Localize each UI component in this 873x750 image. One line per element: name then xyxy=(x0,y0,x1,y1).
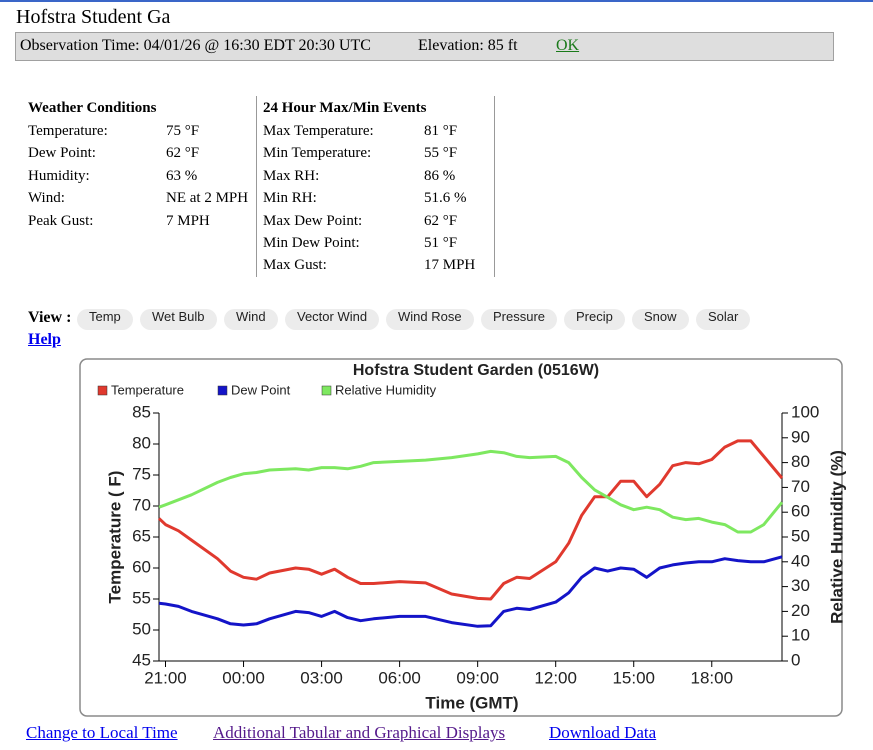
observation-time: Observation Time: 04/01/26 @ 16:30 EDT 2… xyxy=(20,37,371,54)
event-label: Min RH: xyxy=(263,190,317,207)
footer-link[interactable]: Download Data xyxy=(549,723,657,742)
view-label: View : xyxy=(28,309,72,326)
y-tick-label: 70 xyxy=(132,495,151,514)
legend-label: Dew Point xyxy=(231,382,291,397)
condition-value: 63 % xyxy=(166,167,198,184)
x-tick-label: 06:00 xyxy=(378,668,421,687)
x-tick-label: 03:00 xyxy=(300,668,343,687)
y2-tick-label: 100 xyxy=(791,402,819,421)
x-tick-label: 09:00 xyxy=(456,668,499,687)
conditions-heading: Weather Conditions xyxy=(28,100,157,116)
chart-title: Hofstra Student Garden (0516W) xyxy=(353,362,599,379)
view-button[interactable]: Wind Rose xyxy=(386,309,474,330)
legend-swatch xyxy=(321,385,332,396)
view-button[interactable]: Vector Wind xyxy=(285,309,380,330)
y-tick-label: 85 xyxy=(132,402,151,421)
event-label: Min Temperature: xyxy=(263,145,372,162)
y-tick-label: 55 xyxy=(132,588,151,607)
event-label: Max Gust: xyxy=(263,257,327,274)
y2-tick-label: 80 xyxy=(791,452,810,471)
y-tick-label: 50 xyxy=(132,619,151,638)
condition-label: Temperature: xyxy=(28,123,108,139)
event-label: Min Dew Point: xyxy=(263,235,360,251)
x-tick-label: 18:00 xyxy=(690,668,733,687)
legend-label: Temperature xyxy=(111,382,184,397)
ok-link[interactable]: OK xyxy=(556,37,580,54)
y2-axis-title: Relative Humidity (%) xyxy=(827,450,846,624)
y-tick-label: 80 xyxy=(132,433,151,452)
y2-tick-label: 50 xyxy=(791,526,810,545)
footer-link[interactable]: Change to Local Time xyxy=(26,723,178,742)
legend-swatch xyxy=(217,385,228,396)
view-button[interactable]: Temp xyxy=(77,309,133,330)
condition-value: 7 MPH xyxy=(166,212,210,229)
view-button[interactable]: Wind xyxy=(224,309,278,330)
view-button[interactable]: Solar xyxy=(696,309,751,330)
elevation: Elevation: 85 ft xyxy=(418,37,518,54)
y2-tick-label: 10 xyxy=(791,626,810,645)
legend-swatch xyxy=(97,385,108,396)
y2-tick-label: 60 xyxy=(791,502,810,521)
top-border xyxy=(0,0,873,2)
x-tick-label: 12:00 xyxy=(534,668,577,687)
y-tick-label: 75 xyxy=(132,464,151,483)
x-tick-label: 15:00 xyxy=(612,668,655,687)
event-value: 81 °F xyxy=(424,123,458,139)
y2-tick-label: 90 xyxy=(791,427,810,446)
view-button[interactable]: Snow xyxy=(632,309,689,330)
event-label: Max Dew Point: xyxy=(263,212,363,229)
event-value: 62 °F xyxy=(424,212,458,229)
condition-label: Wind: xyxy=(28,190,65,207)
x-tick-label: 21:00 xyxy=(144,668,187,687)
y2-tick-label: 70 xyxy=(791,477,810,496)
event-value: 17 MPH xyxy=(424,257,476,274)
y2-tick-label: 30 xyxy=(791,576,810,595)
y2-tick-label: 0 xyxy=(791,650,800,669)
x-tick-label: 00:00 xyxy=(222,668,265,687)
event-label: Max RH: xyxy=(263,167,320,184)
y-tick-label: 60 xyxy=(132,557,151,576)
page-title: Hofstra Student Ga xyxy=(16,6,171,28)
observation-bar xyxy=(15,32,834,61)
condition-value: NE at 2 MPH xyxy=(166,190,249,207)
event-value: 51.6 % xyxy=(424,190,467,207)
view-button[interactable]: Precip xyxy=(564,309,625,330)
event-value: 55 °F xyxy=(424,145,458,162)
y-axis-title: Temperature ( F) xyxy=(105,471,124,604)
condition-value: 62 °F xyxy=(166,145,200,162)
legend-label: Relative Humidity xyxy=(335,382,437,397)
series-line xyxy=(157,439,784,601)
view-button[interactable]: Wet Bulb xyxy=(140,309,217,330)
events-frame xyxy=(256,96,495,277)
footer-link[interactable]: Additional Tabular and Graphical Display… xyxy=(213,723,506,742)
y-tick-label: 45 xyxy=(132,650,151,669)
condition-value: 75 °F xyxy=(166,123,200,139)
help-link[interactable]: Help xyxy=(28,331,61,348)
y2-tick-label: 20 xyxy=(791,601,810,620)
event-label: Max Temperature: xyxy=(263,123,374,139)
series-line xyxy=(158,449,784,534)
x-axis-title: Time (GMT) xyxy=(425,693,518,712)
condition-label: Peak Gust: xyxy=(28,212,94,229)
y2-tick-label: 40 xyxy=(791,551,810,570)
event-value: 86 % xyxy=(424,167,456,184)
y-tick-label: 65 xyxy=(132,526,151,545)
series-line xyxy=(158,555,783,628)
event-value: 51 °F xyxy=(424,235,458,251)
chart-frame xyxy=(79,358,843,717)
view-button[interactable]: Pressure xyxy=(481,309,558,330)
condition-label: Dew Point: xyxy=(28,145,96,162)
condition-label: Humidity: xyxy=(28,167,90,184)
events-heading: 24 Hour Max/Min Events xyxy=(263,100,427,116)
